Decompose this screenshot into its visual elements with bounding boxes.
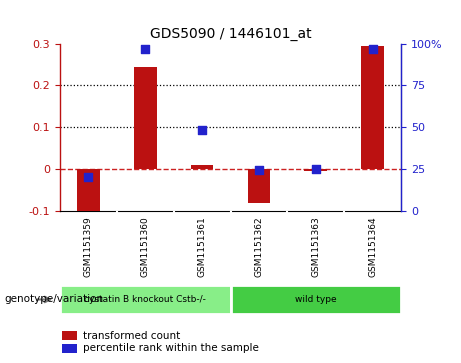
Title: GDS5090 / 1446101_at: GDS5090 / 1446101_at xyxy=(150,27,311,41)
Bar xyxy=(304,169,327,171)
Point xyxy=(255,168,263,174)
Bar xyxy=(248,169,270,203)
Text: GSM1151359: GSM1151359 xyxy=(84,216,93,277)
Bar xyxy=(361,46,384,169)
Point xyxy=(369,46,376,52)
Text: GSM1151364: GSM1151364 xyxy=(368,216,377,277)
Bar xyxy=(77,169,100,219)
Point xyxy=(198,127,206,133)
Bar xyxy=(230,285,401,314)
Bar xyxy=(60,285,230,314)
Point xyxy=(142,46,149,52)
Text: GSM1151363: GSM1151363 xyxy=(311,216,320,277)
Text: transformed count: transformed count xyxy=(83,331,180,341)
Text: genotype/variation: genotype/variation xyxy=(5,294,104,305)
Text: GSM1151361: GSM1151361 xyxy=(198,216,207,277)
Text: percentile rank within the sample: percentile rank within the sample xyxy=(83,343,259,354)
Text: cystatin B knockout Cstb-/-: cystatin B knockout Cstb-/- xyxy=(84,295,206,304)
Point xyxy=(312,166,319,172)
Text: GSM1151360: GSM1151360 xyxy=(141,216,150,277)
Point xyxy=(85,174,92,180)
Bar xyxy=(134,66,157,169)
Bar xyxy=(191,165,213,169)
Text: wild type: wild type xyxy=(295,295,337,304)
Text: GSM1151362: GSM1151362 xyxy=(254,216,263,277)
